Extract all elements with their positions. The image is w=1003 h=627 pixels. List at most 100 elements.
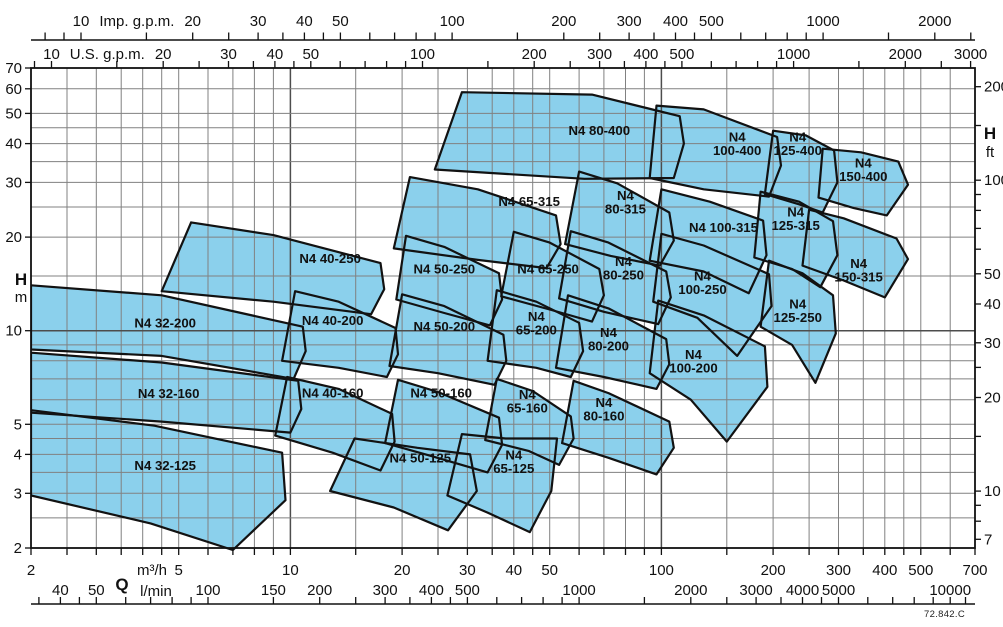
pump-region-label: N4 (850, 256, 868, 271)
axis-label: 10000 (929, 582, 971, 599)
plot-border (30, 67, 976, 549)
axis-label: 3000 (739, 582, 772, 599)
pump-region-label: N4 100-315 (689, 220, 758, 235)
pump-region-label: N4 (617, 188, 635, 203)
axis-label: 10 (282, 562, 299, 579)
axis-label: 50 (332, 13, 349, 30)
axis-label: 30 (220, 46, 237, 63)
axis-label: 300 (587, 46, 612, 63)
axis-label: ft (986, 144, 995, 161)
axis-label: 50 (984, 266, 1001, 283)
axis-label: 400 (633, 46, 658, 63)
pump-region-label: 100-200 (669, 360, 717, 375)
axis-label: 100 (984, 172, 1003, 189)
pump-region-outlines (31, 91, 910, 551)
pump-region-label: N4 (789, 130, 807, 145)
axis-label: 100 (410, 46, 435, 63)
axis-label: 200 (761, 562, 786, 579)
axis-label: 20 (984, 390, 1001, 407)
pump-region-label: N4 65-250 (517, 261, 579, 276)
axis-label: 40 (267, 46, 284, 63)
pump-region-label: N4 32-200 (134, 315, 196, 330)
pump-region-labels: N4 32-125 N4 32-160 N4 32-200 N4 40-160 N4 4… (134, 123, 887, 476)
pump-region-label: N4 40-200 (302, 313, 364, 328)
axis-label: 150 (261, 582, 286, 599)
pump-region-label: 80-315 (605, 202, 646, 217)
pump-region-label: N4 (528, 309, 546, 324)
axis-label: 40 (505, 562, 522, 579)
axis-label: 30 (984, 335, 1001, 352)
axis-label: U.S. g.p.m. (70, 46, 145, 63)
pump-region-label: N4 (615, 254, 633, 269)
axis-label: 3000 (954, 46, 987, 63)
axis-label: H (15, 270, 27, 289)
axis-label: 4 (14, 446, 22, 463)
pump-region-label: N4 (685, 347, 703, 362)
pump-region-label: 150-400 (839, 169, 887, 184)
pump-region-label: 65-160 (507, 400, 548, 415)
axis-label: 5 (14, 416, 22, 433)
pump-region-label: N4 40-250 (299, 251, 361, 266)
axis-label: 400 (872, 562, 897, 579)
axis-label: 30 (250, 13, 267, 30)
pump-region-label: 125-400 (774, 143, 822, 158)
axis-label: 30 (459, 562, 476, 579)
axis-label: 40 (5, 136, 22, 153)
axis-label: 200 (307, 582, 332, 599)
pump-region-label: 65-125 (493, 461, 534, 476)
pump-region-label: 80-200 (588, 339, 629, 354)
axis-label: 100 (195, 582, 220, 599)
pump-region-label: N4 (789, 297, 807, 312)
axis-label: 10 (73, 13, 90, 30)
axis-label: m (15, 289, 28, 306)
axis-label: 60 (5, 81, 22, 98)
pump-region-label: N4 32-160 (138, 386, 200, 401)
pump-region-label: N4 (787, 204, 805, 219)
axis-label: 300 (826, 562, 851, 579)
pump-region-label: N4 50-250 (414, 261, 476, 276)
axis-label: 40 (52, 582, 69, 599)
pump-region-label: 125-315 (771, 218, 819, 233)
pump-region-label: N4 (694, 268, 712, 283)
pump-region-label: N4 80-400 (568, 123, 630, 138)
pump-region-label: 100-250 (678, 282, 726, 297)
axis-label: 30 (5, 174, 22, 191)
axis-label: 200 (522, 46, 547, 63)
pump-region-label: 100-400 (713, 143, 761, 158)
pump-region-label: 80-160 (583, 408, 624, 423)
axis-label: 400 (663, 13, 688, 30)
axis-label: 100 (440, 13, 465, 30)
axis-label: 2 (27, 562, 35, 579)
pump-region-label: N4 (729, 130, 747, 145)
pump-region-label: N4 (596, 395, 614, 410)
pump-region-label: N4 (600, 325, 618, 340)
axis-label: 500 (699, 13, 724, 30)
pump-region-label: N4 (519, 387, 537, 402)
axis-label: 20 (155, 46, 172, 63)
axis-label: 20 (184, 13, 201, 30)
pump-region-fills (31, 92, 908, 550)
axis-label: 500 (908, 562, 933, 579)
pump-region-label: N4 (505, 447, 523, 462)
axis-label: 10 (984, 483, 1001, 500)
axis-label: 10 (5, 323, 22, 340)
axis-label: 200 (551, 13, 576, 30)
axis-label: 300 (617, 13, 642, 30)
pump-region-label: 80-250 (603, 268, 644, 283)
axis-label: 50 (541, 562, 558, 579)
axis-label: 5000 (822, 582, 855, 599)
axis-label: 5 (175, 562, 183, 579)
drawing-code: 72.842.C (924, 609, 965, 620)
axis-label: m³/h (137, 562, 167, 579)
axis-label: 20 (394, 562, 411, 579)
axis-label: 700 (962, 562, 987, 579)
axis-label: 200 (984, 79, 1003, 96)
axis-label: 300 (373, 582, 398, 599)
pump-region-label: N4 (855, 156, 873, 171)
axis-label: 20 (5, 229, 22, 246)
pump-region-label: N4 40-160 (302, 386, 364, 401)
pump-region-label: N4 50-200 (414, 319, 476, 334)
